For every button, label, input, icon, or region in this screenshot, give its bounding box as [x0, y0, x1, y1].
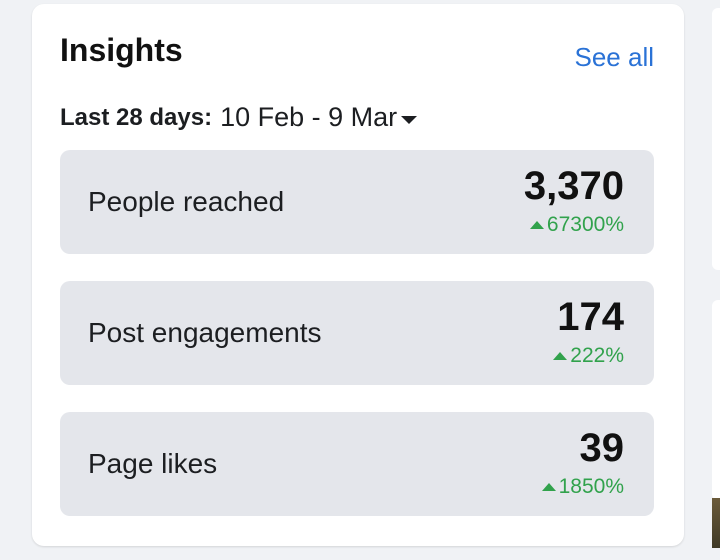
insights-card: Insights See all Last 28 days: 10 Feb - … [32, 4, 684, 546]
metric-value: 174 [557, 295, 624, 339]
metric-post-engagements[interactable]: Post engagements 174 222% [60, 281, 654, 385]
metric-value: 3,370 [523, 164, 624, 208]
metric-page-likes[interactable]: Page likes 39 1850% [60, 412, 654, 516]
metric-change-value: 1850% [558, 475, 624, 498]
metric-change: 67300% [529, 213, 624, 236]
see-all-link[interactable]: See all [574, 42, 655, 72]
metric-change: 1850% [541, 475, 624, 498]
adjacent-card-edge [712, 8, 720, 270]
metric-people-reached[interactable]: People reached 3,370 67300% [60, 150, 654, 254]
caret-down-icon[interactable] [401, 115, 418, 124]
metric-label: Post engagements [88, 317, 322, 348]
date-range-label: Last 28 days: [60, 103, 213, 131]
metric-change-value: 67300% [546, 213, 624, 236]
arrow-up-icon [553, 351, 568, 360]
metric-change: 222% [553, 345, 624, 366]
date-range-selector[interactable]: Last 28 days: 10 Feb - 9 Mar [60, 102, 418, 132]
metric-label: Page likes [88, 448, 218, 479]
date-range-value: 10 Feb - 9 Mar [220, 102, 398, 132]
arrow-up-icon [541, 482, 556, 491]
insights-title: Insights [60, 32, 183, 68]
metric-value: 39 [579, 426, 625, 470]
metric-change-value: 222% [570, 344, 624, 367]
adjacent-image-thumbnail [712, 498, 720, 548]
metric-label: People reached [88, 186, 285, 217]
arrow-up-icon [529, 220, 544, 229]
adjacent-card-edge [712, 300, 720, 500]
